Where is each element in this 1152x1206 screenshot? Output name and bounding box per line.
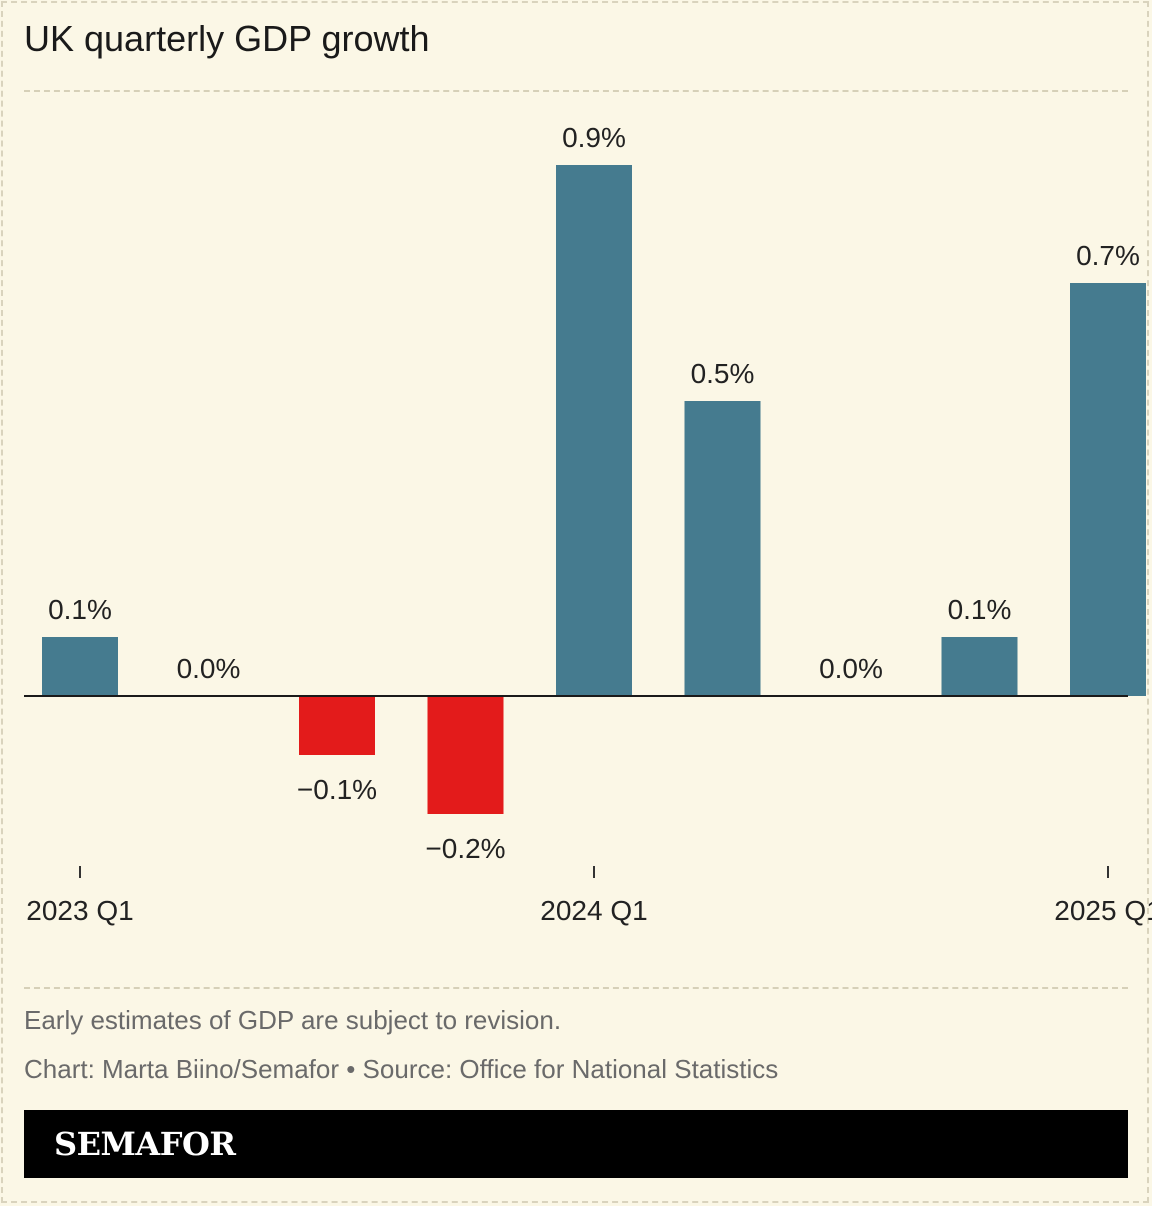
source-credit: Chart: Marta Biino/Semafor • Source: Off… [24, 1054, 779, 1084]
data-label: 0.5% [691, 358, 755, 389]
data-label: 0.1% [48, 594, 112, 625]
bar-chart: 0.1% 0.0% −0.1% −0.2% 0.9% 0.5% 0.0% 0.1% 0.7% 20… [24, 122, 1152, 926]
data-label: 0.0% [177, 653, 241, 684]
bar-2023-q3 [299, 696, 375, 755]
data-label: 0.1% [948, 594, 1012, 625]
data-label: 0.7% [1076, 240, 1140, 271]
data-label: 0.9% [562, 122, 626, 153]
bar-2023-q1 [42, 637, 118, 696]
title-divider [24, 90, 1128, 92]
brand-bar: SEMAFOR [24, 1110, 1128, 1178]
x-tick-label: 2023 Q1 [26, 895, 133, 926]
bar-2024-q4 [941, 637, 1018, 696]
data-label: −0.2% [425, 833, 505, 864]
data-label: 0.0% [819, 653, 883, 684]
data-label: −0.1% [297, 774, 377, 805]
bar-2023-q4 [427, 696, 504, 814]
notes-divider [24, 987, 1128, 989]
bar-2024-q2 [684, 401, 761, 696]
bar-2024-q1 [556, 165, 632, 696]
chart-title: UK quarterly GDP growth [24, 18, 430, 59]
bar-2025-q1 [1070, 283, 1146, 696]
revision-note: Early estimates of GDP are subject to re… [24, 1005, 562, 1035]
x-tick-label: 2025 Q1 [1054, 895, 1152, 926]
x-tick-label: 2024 Q1 [540, 895, 647, 926]
semafor-logo: SEMAFOR [54, 1125, 236, 1163]
